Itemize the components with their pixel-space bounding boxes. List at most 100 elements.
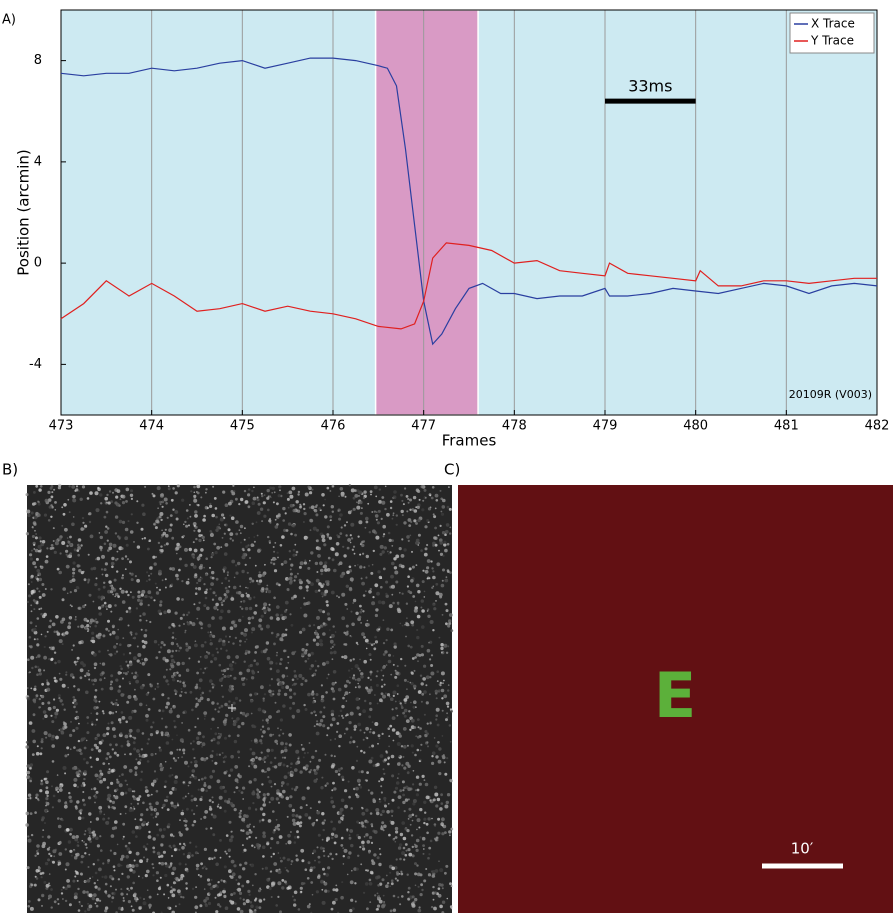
speckle (86, 672, 89, 675)
speckle (30, 688, 32, 690)
speckle (231, 717, 233, 719)
speckle (36, 694, 39, 697)
speckle (149, 566, 153, 570)
speckle (383, 533, 385, 535)
speckle (35, 549, 39, 553)
speckle (397, 715, 399, 717)
speckle (421, 625, 425, 629)
scale-bar-label: 33ms (628, 77, 672, 96)
speckle (184, 824, 187, 827)
speckle (375, 514, 379, 518)
speckle (295, 750, 299, 754)
speckle (439, 596, 442, 599)
speckle (284, 693, 287, 696)
speckle (404, 624, 406, 626)
speckle (318, 834, 321, 837)
speckle (269, 542, 271, 544)
speckle (320, 880, 324, 884)
speckle (289, 495, 293, 499)
speckle (125, 555, 127, 557)
speckle (89, 594, 92, 597)
speckle (239, 699, 241, 701)
speckle (134, 697, 138, 701)
speckle (166, 669, 168, 671)
speckle (54, 501, 57, 504)
speckle (392, 602, 395, 605)
speckle (132, 596, 135, 599)
speckle (355, 787, 359, 791)
speckle (69, 833, 72, 836)
speckle (254, 846, 256, 848)
speckle (173, 881, 176, 884)
speckle (420, 883, 423, 886)
speckle (62, 819, 64, 821)
speckle (122, 637, 124, 639)
speckle (49, 847, 51, 849)
speckle (195, 686, 198, 689)
speckle (248, 836, 250, 838)
speckle (379, 800, 382, 803)
speckle (134, 860, 136, 862)
speckle (444, 549, 448, 553)
speckle (443, 825, 447, 829)
speckle (66, 746, 69, 749)
speckle (32, 753, 35, 756)
speckle (389, 872, 391, 874)
speckle (152, 874, 154, 876)
speckle (117, 689, 120, 692)
x-tick-label: 475 (230, 419, 255, 434)
speckle (118, 907, 121, 910)
speckle (160, 843, 164, 847)
speckle (370, 728, 372, 730)
speckle (191, 774, 193, 776)
speckle (103, 582, 105, 584)
speckle (411, 551, 413, 553)
speckle (262, 798, 265, 801)
speckle (450, 828, 453, 831)
speckle (230, 597, 234, 601)
speckle (313, 639, 316, 642)
speckle (200, 577, 202, 579)
speckle (175, 574, 179, 578)
speckle (336, 722, 339, 725)
speckle (201, 644, 205, 648)
speckle (219, 678, 223, 682)
speckle (84, 747, 87, 750)
speckle (235, 662, 237, 664)
speckle (237, 889, 239, 891)
speckle (216, 648, 218, 650)
speckle (407, 874, 409, 876)
x-tick-label: 479 (593, 419, 618, 434)
speckle (121, 547, 124, 550)
speckle (90, 821, 92, 823)
speckle (383, 653, 386, 656)
speckle (426, 544, 428, 546)
speckle (36, 578, 39, 581)
speckle (27, 771, 31, 775)
speckle (150, 726, 153, 729)
speckle (235, 637, 237, 639)
speckle (383, 768, 385, 770)
speckle (327, 890, 330, 893)
speckle (158, 570, 162, 574)
speckle (243, 633, 247, 637)
speckle (166, 796, 169, 799)
speckle (290, 762, 293, 765)
speckle (27, 905, 30, 908)
speckle (120, 888, 122, 890)
speckle (109, 743, 112, 746)
speckle (170, 886, 172, 888)
speckle (201, 746, 203, 748)
speckle (397, 777, 399, 779)
speckle (144, 754, 147, 757)
speckle (354, 553, 356, 555)
speckle (279, 489, 281, 491)
speckle (196, 582, 198, 584)
speckle (361, 807, 363, 809)
speckle (291, 863, 293, 865)
speckle (326, 661, 330, 665)
speckle (153, 599, 155, 601)
speckle (125, 591, 128, 594)
speckle (248, 807, 251, 810)
speckle (176, 715, 180, 719)
